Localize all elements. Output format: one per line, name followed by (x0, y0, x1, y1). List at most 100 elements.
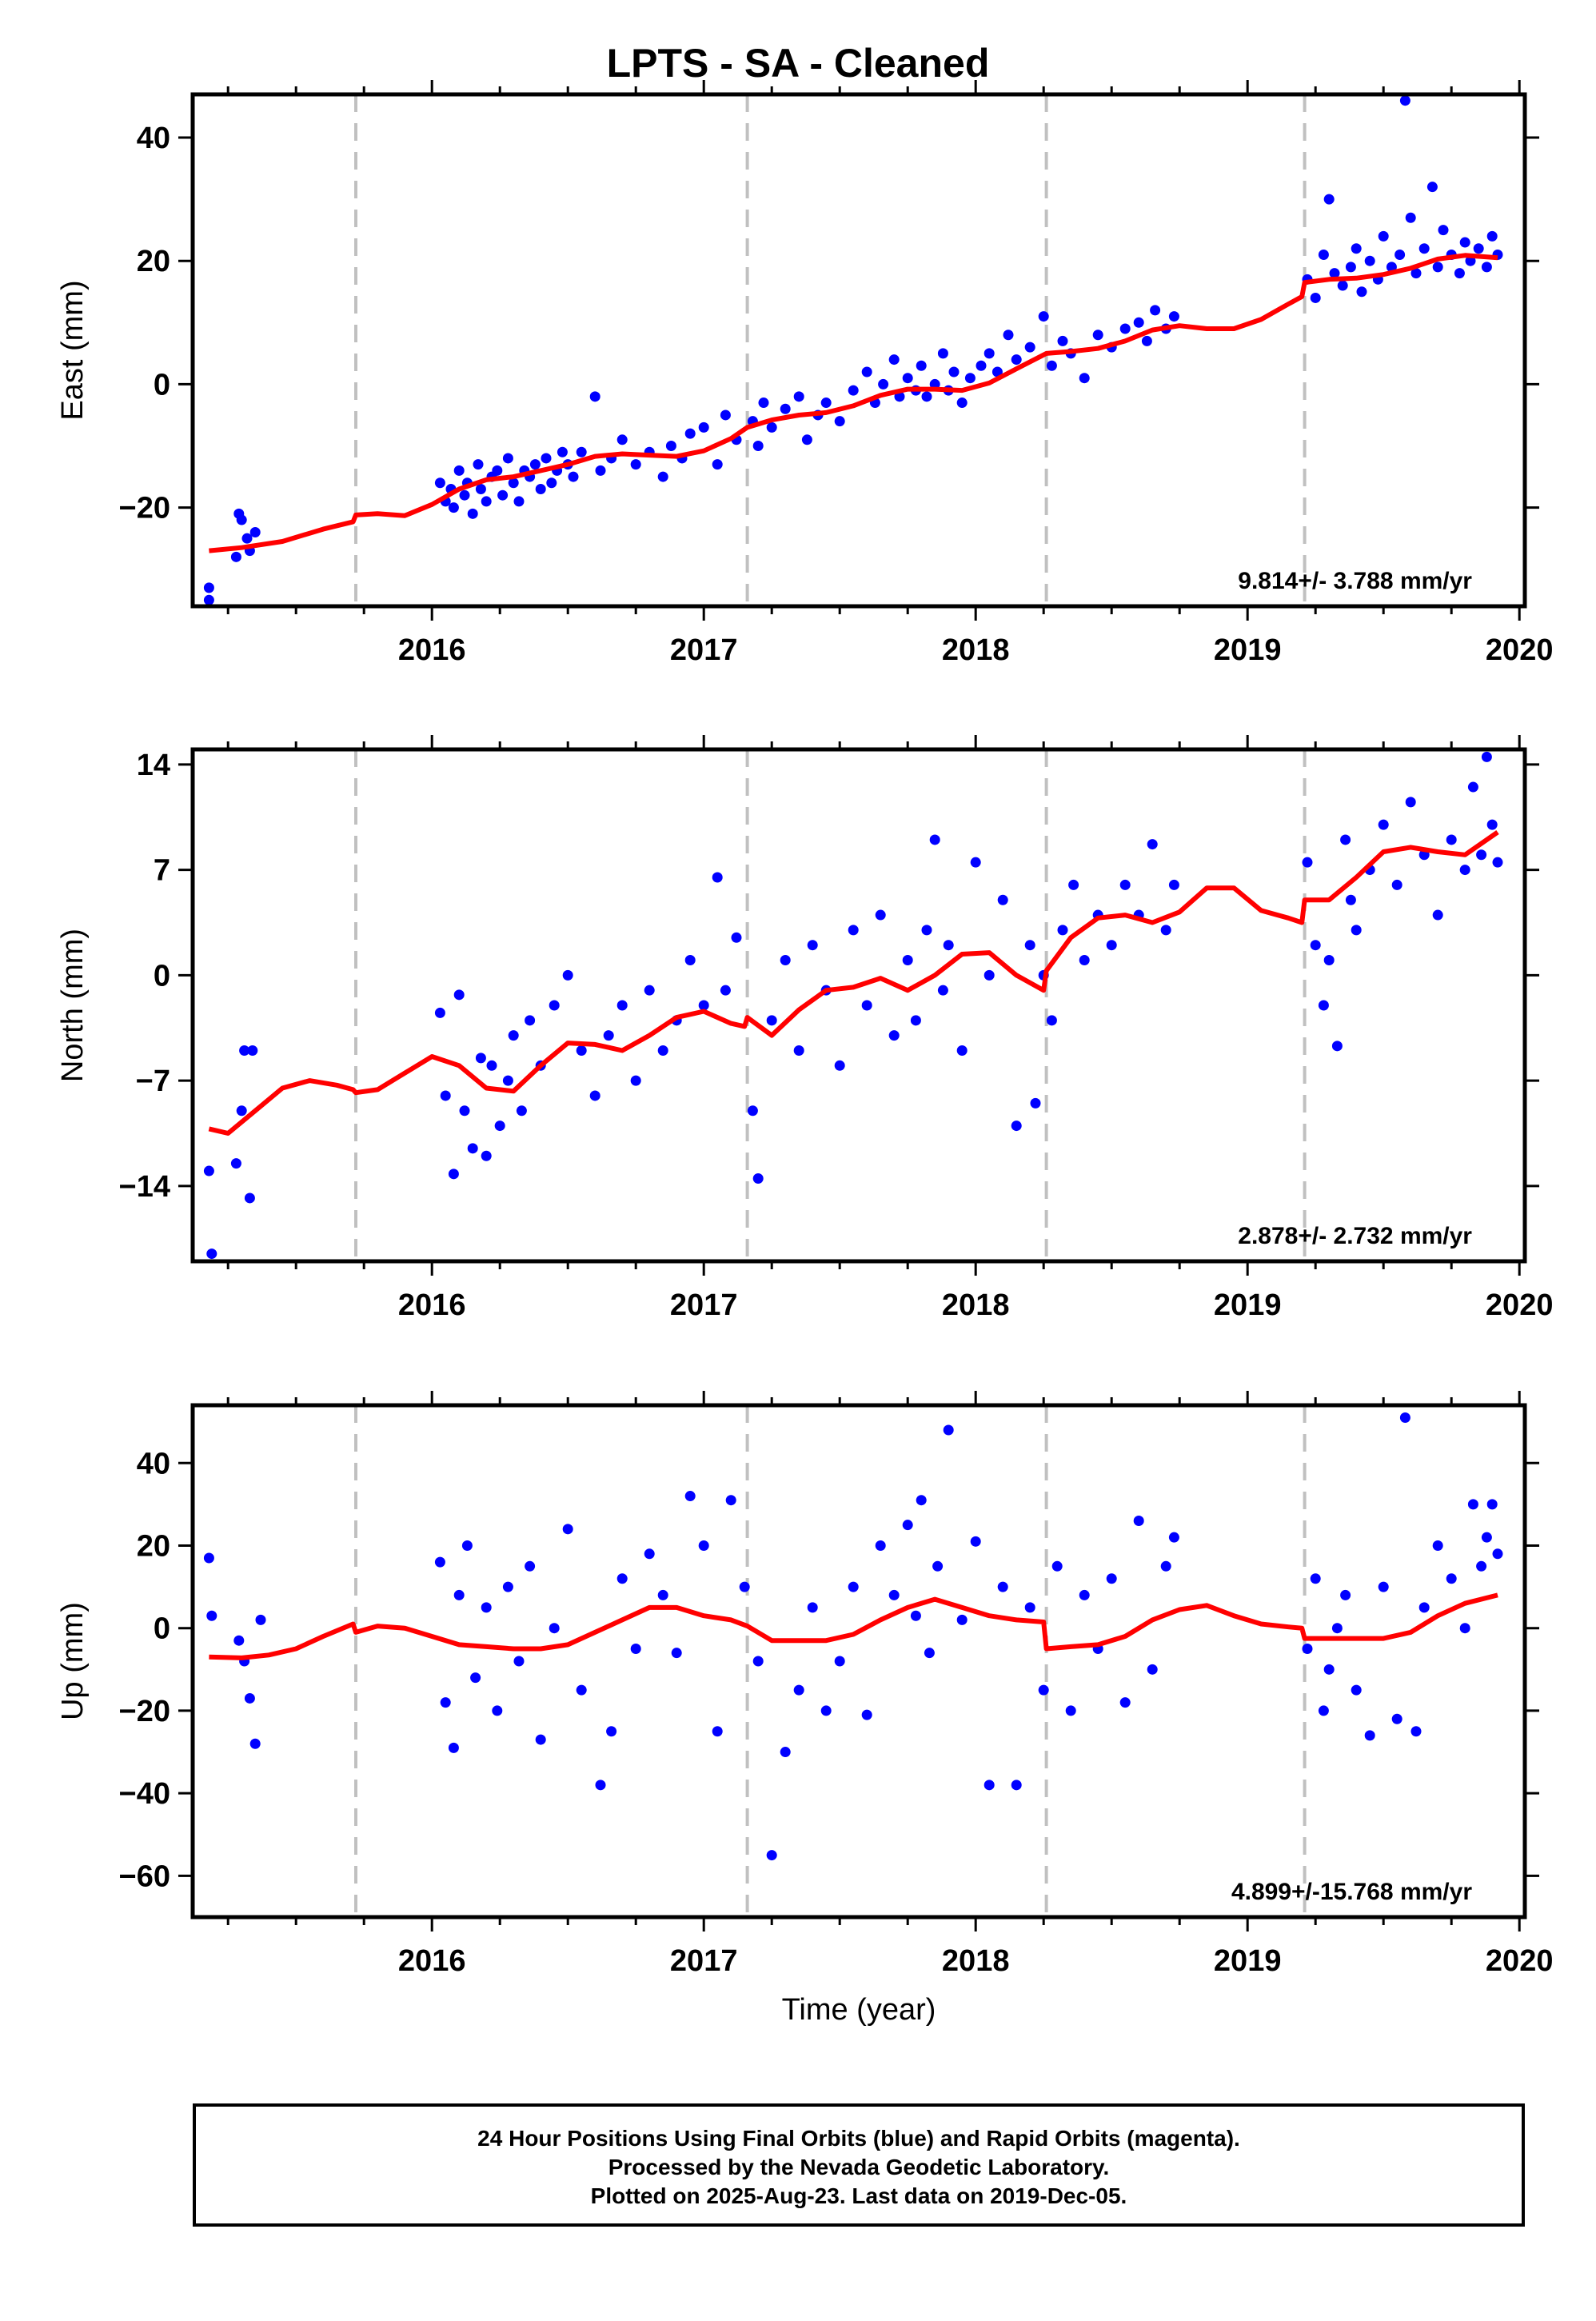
data-point (1426, 182, 1438, 193)
data-point (1486, 819, 1498, 830)
east-panel: 2016 2017 2018 2019 2020 −20 0 20 40 East (mm) 9.8… (56, 80, 1553, 667)
data-point (956, 1614, 968, 1625)
data-points (203, 1412, 1503, 1861)
data-point (801, 434, 812, 445)
data-point (1318, 1000, 1329, 1011)
data-point (1011, 1121, 1022, 1132)
data-point (434, 1007, 445, 1018)
plot-frame (190, 747, 1527, 1264)
data-point (475, 1053, 486, 1064)
data-point (1106, 1573, 1117, 1584)
data-point (1024, 940, 1035, 951)
data-point (1481, 1532, 1492, 1543)
data-point (1351, 243, 1362, 254)
data-point (731, 932, 742, 943)
data-point (1340, 1589, 1351, 1600)
x-tick-label: 2017 (670, 1944, 738, 1978)
data-point (902, 1520, 913, 1531)
data-point (1446, 834, 1457, 845)
data-point (568, 471, 579, 482)
data-point (1459, 865, 1470, 876)
y-tick-label: −7 (136, 1065, 170, 1098)
data-point (1302, 857, 1313, 868)
data-point (459, 1105, 470, 1117)
x-tick-label: 2016 (398, 1944, 466, 1978)
data-point (562, 969, 573, 981)
data-point (964, 373, 976, 384)
data-point (1068, 879, 1079, 890)
y-tick-label: 0 (154, 1612, 170, 1646)
data-point (502, 453, 513, 464)
data-point (976, 360, 987, 371)
y-tick-label: 14 (137, 749, 170, 782)
data-point (684, 428, 696, 439)
data-point (752, 1172, 764, 1184)
data-point (1351, 925, 1362, 936)
data-point (249, 526, 261, 537)
data-point (513, 1656, 525, 1667)
data-point (888, 1030, 900, 1041)
data-point (513, 496, 525, 507)
data-point (440, 1090, 451, 1101)
data-point (481, 496, 492, 507)
data-point (1486, 1499, 1498, 1510)
data-point (448, 502, 459, 513)
data-point (1092, 330, 1103, 341)
data-point (1119, 1697, 1131, 1708)
data-point (848, 385, 859, 396)
data-point (948, 366, 960, 378)
data-point (997, 894, 1008, 905)
data-point (1310, 940, 1321, 951)
data-point (1079, 1589, 1090, 1600)
data-point (239, 1045, 250, 1056)
data-point (459, 489, 470, 501)
data-point (943, 1424, 954, 1436)
x-tick-label: 2019 (1214, 633, 1282, 667)
data-point (793, 391, 804, 402)
data-point (997, 1581, 1008, 1592)
data-point (807, 940, 818, 951)
data-point (236, 514, 247, 525)
data-point (984, 1780, 995, 1791)
x-tick-label: 2019 (1214, 1944, 1282, 1978)
data-point (453, 989, 465, 1001)
velocity-annotation: 9.814+/- 3.788 mm/yr (1238, 568, 1472, 594)
data-point (502, 1075, 513, 1086)
data-point (576, 1684, 587, 1696)
data-point (1492, 857, 1503, 868)
data-point (644, 1548, 655, 1560)
x-tick-label: 2020 (1486, 1944, 1554, 1978)
data-point (1065, 1705, 1076, 1716)
data-point (932, 1560, 944, 1572)
data-point (448, 1168, 459, 1180)
data-point (203, 1552, 214, 1564)
data-point (497, 489, 509, 501)
data-point (1378, 1581, 1389, 1592)
data-point (752, 441, 764, 452)
x-tick-label: 2016 (398, 1288, 466, 1322)
data-point (984, 969, 995, 981)
data-point (1410, 268, 1422, 279)
data-point (453, 465, 465, 476)
data-point (603, 1030, 614, 1041)
data-point (684, 1491, 696, 1502)
data-point (834, 416, 845, 427)
velocity-annotation: 4.899+/-15.768 mm/yr (1231, 1879, 1472, 1905)
x-tick-label: 2020 (1486, 633, 1554, 667)
data-point (1057, 335, 1068, 346)
data-point (473, 459, 484, 470)
data-point (470, 1672, 481, 1684)
x-tick-label: 2018 (942, 1288, 1010, 1322)
data-point (1364, 255, 1375, 266)
data-point (1467, 1499, 1478, 1510)
data-point (203, 582, 214, 593)
data-point (698, 1000, 709, 1011)
data-point (1459, 1623, 1470, 1634)
data-point (1079, 955, 1090, 966)
data-point (902, 373, 913, 384)
data-point (1318, 1705, 1329, 1716)
data-point (1046, 360, 1057, 371)
data-point (467, 1143, 478, 1154)
data-point (1340, 834, 1351, 845)
data-point (878, 378, 889, 389)
